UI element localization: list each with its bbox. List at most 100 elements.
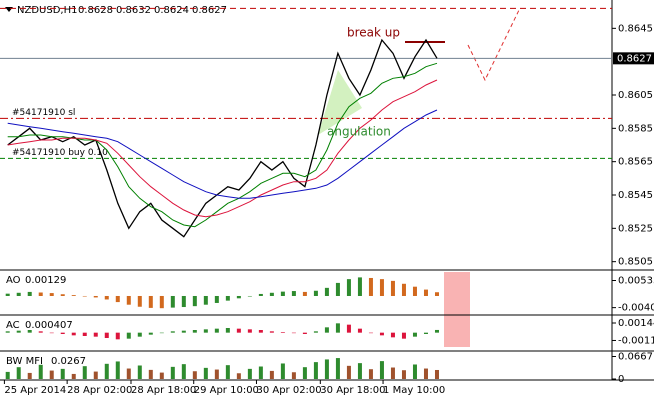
indicator-bar (357, 363, 362, 379)
indicator-bar (126, 332, 131, 339)
y-tick-label: -0.00401 (618, 303, 654, 314)
indicator-bar (324, 327, 329, 333)
indicator-bar (225, 365, 230, 379)
indicator-bar (104, 295, 109, 300)
indicator-bar (335, 282, 340, 296)
x-tick-label: 25 Apr 2014 (4, 385, 66, 396)
x-tick-label: 30 Apr 02:00 (256, 385, 321, 396)
indicator-bar (38, 292, 43, 296)
angulation-area (318, 70, 362, 135)
indicator-bar (60, 332, 65, 334)
indicator-bar (170, 331, 175, 333)
indicator-bar (357, 328, 362, 333)
indicator-bar (379, 332, 384, 336)
highlight (444, 272, 470, 347)
indicator-bar (434, 292, 439, 296)
indicator-bar (16, 367, 21, 379)
indicator-bar (126, 368, 131, 379)
indicator-bar (60, 368, 65, 379)
indicator-bar (258, 366, 263, 379)
indicator-bar (82, 295, 87, 297)
indicator-bar (181, 295, 186, 308)
indicator-bar (203, 329, 208, 333)
indicator-bar (16, 292, 21, 296)
indicator-bar (346, 324, 351, 333)
indicator-bar (115, 332, 120, 340)
y-tick-label: 0.8605 (618, 90, 653, 101)
indicator-bar (269, 370, 274, 379)
y-tick-label: 0.0667 (618, 351, 653, 362)
indicator-bar (412, 286, 417, 296)
indicator-bar (93, 295, 98, 298)
indicator-bar (49, 370, 54, 379)
indicator-bar (159, 332, 164, 334)
indicator-bar (16, 330, 21, 333)
indicator-bar (401, 283, 406, 296)
indicator-bar (126, 295, 131, 305)
current-price-label: 0.8627 (617, 53, 652, 64)
indicator-bar (269, 331, 274, 333)
price-line (7, 38, 438, 238)
indicator-bar (258, 330, 263, 333)
indicator-bar (115, 295, 120, 303)
indicator-name: AO (6, 275, 21, 286)
indicator-bar (423, 368, 428, 379)
x-tick-label: 28 Apr 18:00 (131, 385, 196, 396)
moving-average (7, 79, 438, 218)
indicator-bar (302, 291, 307, 296)
indicator-bar (236, 295, 241, 299)
indicator-bar (5, 293, 10, 296)
indicator-bar (324, 359, 329, 379)
order-label: #54171910 buy 0.10 (12, 148, 108, 158)
indicator-bar (93, 332, 98, 337)
indicator-bar (412, 364, 417, 379)
y-tick-label: 0.8505 (618, 257, 653, 268)
symbol: NZDUSD,H1 (17, 5, 77, 16)
indicator-name: AC (6, 320, 20, 331)
indicator-bar (357, 277, 362, 296)
indicator-bar (390, 280, 395, 296)
y-tick-label: 0 (618, 374, 624, 385)
indicator-bar (280, 363, 285, 379)
indicator-bar (346, 279, 351, 296)
y-tick-label: 0.8545 (618, 190, 653, 201)
indicator-bar (170, 295, 175, 308)
indicator-bar (236, 328, 241, 333)
indicator-bar (38, 331, 43, 333)
indicator-bar (60, 294, 65, 296)
indicator-bar (302, 332, 307, 334)
indicator-bar (247, 329, 252, 333)
indicator-bar (214, 295, 219, 303)
moving-average (7, 109, 438, 199)
ohlc-value: 0.8627 (192, 5, 227, 16)
indicator-bar (159, 295, 164, 309)
indicator-bar (335, 358, 340, 379)
x-tick-label: 1 May 10:00 (383, 385, 445, 396)
indicator-bar (203, 295, 208, 305)
indicator-bar (247, 368, 252, 379)
indicator-bar (203, 367, 208, 379)
indicator-bar (5, 331, 10, 333)
annotation: angulation (327, 125, 391, 139)
indicator-bar (390, 367, 395, 379)
indicator-bar (27, 330, 32, 333)
indicator-bar (291, 372, 296, 379)
indicator-bar (192, 295, 197, 307)
indicator-bar (390, 332, 395, 338)
forecast-arrow (467, 7, 521, 82)
indicator-bar (49, 293, 54, 296)
x-tick-label: 29 Apr 10:00 (194, 385, 259, 396)
indicator-bar (401, 332, 406, 339)
ohlc-value: 0.8628 (78, 5, 113, 16)
indicator-bar (346, 365, 351, 379)
indicator-bar (412, 332, 417, 337)
indicator-bar (71, 332, 76, 336)
indicator-bar (313, 331, 318, 333)
indicator-bar (82, 366, 87, 379)
indicator-bar (181, 330, 186, 333)
indicator-bar (368, 277, 373, 296)
current-price-box (613, 52, 654, 65)
indicator-bar (236, 373, 241, 379)
